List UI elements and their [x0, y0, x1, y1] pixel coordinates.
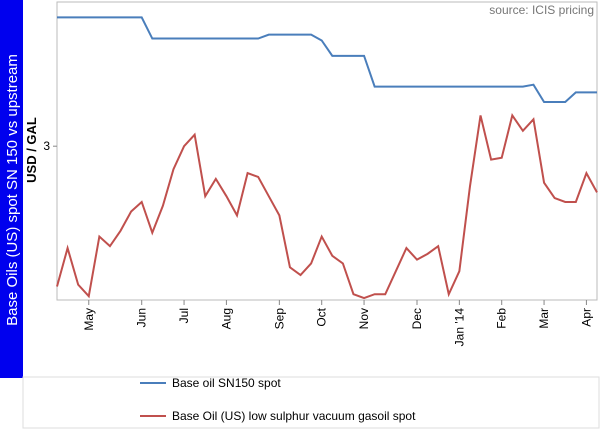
x-tick-label: Feb	[495, 308, 509, 329]
chart-title: Base Oils (US) spot SN 150 vs upstream	[4, 54, 21, 326]
x-tick-label: Mar	[537, 308, 551, 329]
legend-frame	[22, 376, 600, 429]
x-tick-label: Jun	[135, 308, 149, 327]
x-tick-label: Sep	[272, 308, 286, 330]
title-bar	[0, 0, 23, 378]
x-tick-label: Jul	[177, 308, 191, 323]
x-tick-label: Nov	[357, 308, 371, 329]
x-tick-label: Apr	[579, 308, 593, 327]
y-tick-label: 3	[43, 139, 50, 153]
legend-label: Base Oil (US) low sulphur vacuum gasoil …	[172, 409, 416, 423]
x-tick-label: Dec	[410, 308, 424, 329]
x-tick-label: Aug	[219, 308, 233, 329]
x-tick-label: Jan '14	[452, 308, 466, 347]
x-tick-label: Oct	[315, 307, 329, 326]
plot-frame	[56, 1, 598, 301]
x-tick-label: May	[82, 308, 96, 331]
source: source: ICIS pricing	[489, 3, 594, 17]
legend-label: Base oil SN150 spot	[172, 376, 281, 390]
y-axis-label: USD / GAL	[24, 117, 39, 183]
series-line	[56, 113, 598, 300]
series-line	[57, 16, 597, 103]
